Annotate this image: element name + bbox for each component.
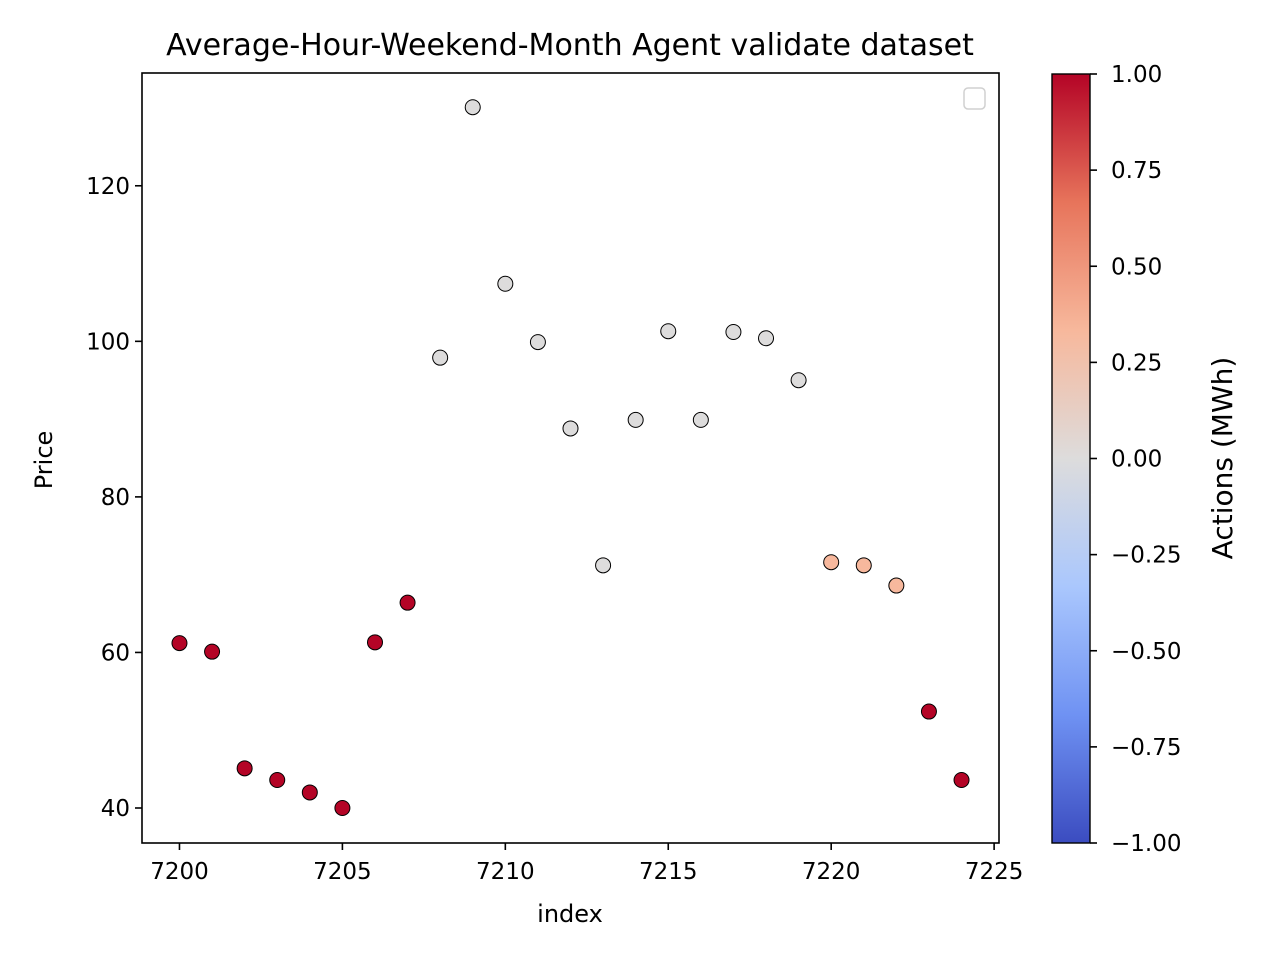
colorbar-tick-label: 0.25: [1111, 350, 1162, 376]
data-point-0: [171, 635, 188, 652]
x-axis: 7200 7205 7210 7215 7220 7225: [150, 843, 1023, 885]
y-tick-label: 100: [86, 329, 130, 355]
x-tick-label: 7220: [802, 859, 861, 885]
data-point-23: [920, 703, 937, 720]
data-point-3: [269, 772, 286, 788]
data-point-10: [497, 275, 514, 292]
y-tick-label: 60: [101, 640, 130, 666]
colorbar-tick-label: 0.00: [1111, 447, 1162, 473]
data-point-15: [660, 323, 677, 340]
colorbar: [1051, 73, 1091, 844]
data-point-20: [823, 554, 840, 571]
data-point-8: [432, 349, 449, 366]
x-tick-label: 7215: [639, 859, 698, 885]
x-tick-label: 7205: [313, 859, 372, 885]
data-point-12: [562, 420, 579, 437]
colorbar-tick-label: −0.25: [1111, 543, 1181, 569]
data-point-2: [236, 760, 253, 777]
data-point-11: [529, 334, 546, 351]
data-point-21: [855, 557, 872, 574]
data-point-17: [725, 324, 742, 340]
data-point-9: [464, 99, 481, 116]
colorbar-tick-label: 0.75: [1111, 158, 1162, 184]
data-point-16: [692, 411, 709, 428]
plot-frame: [141, 72, 1000, 844]
colorbar-tick-label: −0.50: [1111, 639, 1181, 665]
x-tick-label: 7210: [476, 859, 535, 885]
data-point-22: [888, 577, 905, 594]
data-point-18: [758, 330, 775, 347]
y-tick-label: 40: [101, 796, 130, 822]
colorbar-tick-label: 0.50: [1111, 254, 1162, 280]
data-point-19: [790, 372, 807, 389]
x-axis-label: index: [537, 900, 603, 928]
data-point-1: [204, 643, 221, 660]
data-point-6: [366, 634, 383, 651]
legend-box: [963, 87, 986, 110]
data-point-24: [953, 772, 970, 788]
y-axis: 40 60 80 100 120: [86, 174, 142, 822]
y-axis-label: Price: [30, 431, 58, 490]
data-point-13: [595, 557, 612, 574]
data-point-5: [334, 800, 351, 816]
y-tick-label: 80: [101, 485, 130, 511]
colorbar-label: Actions (MWh): [1206, 357, 1239, 560]
chart-title: Average-Hour-Weekend-Month Agent validat…: [166, 28, 974, 63]
data-point-7: [399, 594, 416, 611]
x-tick-label: 7225: [965, 859, 1024, 885]
data-points: [171, 99, 970, 816]
data-point-4: [301, 784, 318, 801]
y-tick-label: 120: [86, 174, 130, 200]
colorbar-axis: 1.00 0.75 0.50 0.25 0.00 −0.25 −0.50 −0.75 −1.00: [1090, 62, 1181, 857]
colorbar-tick-label: 1.00: [1111, 62, 1162, 88]
x-tick-label: 7200: [150, 859, 209, 885]
data-point-14: [627, 411, 644, 428]
colorbar-tick-label: −1.00: [1111, 831, 1181, 857]
colorbar-tick-label: −0.75: [1111, 735, 1181, 761]
